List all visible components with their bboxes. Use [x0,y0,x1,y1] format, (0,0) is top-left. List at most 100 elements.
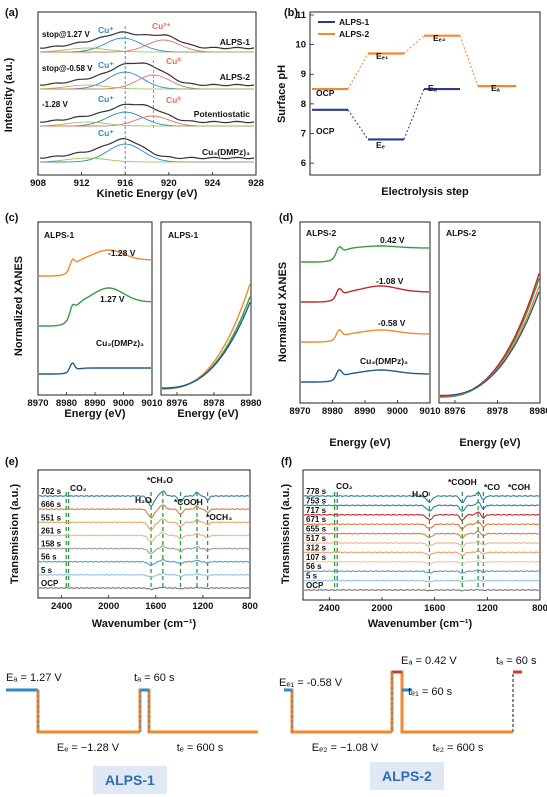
panel-d-curves [301,245,540,398]
b-legend-2: ALPS-2 [339,29,370,39]
b-ea-right: Eₐ [491,83,501,93]
b-ocp-bottom: OCP [316,126,335,136]
c-curve-label-2: 1.27 V [100,294,125,304]
panel-c-xlabel-left: Energy (eV) [64,408,125,420]
c-xl-tick-label-1: 8980 [56,398,77,409]
e-time-label-0: 702 s [41,487,62,496]
panel-e-bands [65,492,209,588]
alps2-ec2-step [284,688,392,734]
f-x-tick-label-1: 2000 [371,603,392,614]
f-time-label-1: 753 s [306,496,327,505]
a-x-tick-label-0: 908 [30,178,46,189]
panel-c-ticks: 8970 8980 8990 9000 9010 8976 8978 8980 [27,392,262,409]
e-spectrum-4 [38,545,250,555]
panel-d-xlabel-right: Energy (eV) [459,437,520,449]
panel-e-frame [37,469,251,599]
panel-d-xlabel-left: Energy (eV) [329,437,390,449]
d-title-left: ALPS-2 [306,228,337,238]
d-curve-label-2: -1.08 V [376,276,404,286]
f-band-coh: *COH [508,482,530,492]
alps2-ec1-label: Eₑ₁ = -0.58 V [279,677,343,689]
f-time-label-0: 778 s [306,487,327,496]
panel-d: (d) 8970 8980 8990 9000 9010 8976 8978 8980 Nor… [277,212,547,449]
c-left-curve-0 [39,249,151,277]
panel-d-ylabel: Normalized XANES [277,262,289,362]
b-alps1-link-1 [347,109,369,140]
f-time-label-9: 5 s [306,572,318,581]
panel-b-xlabel: Electrolysis step [381,186,469,198]
b-y-tick-label-0: 6 [301,158,306,169]
panel-c-ylabel: Normalized XANES [13,256,25,356]
d-xl-tick-label-2: 8990 [354,406,375,417]
d-title-right: ALPS-2 [446,228,477,238]
f-spectrum-9 [303,579,540,583]
f-band-h2o: H₂O [412,489,429,499]
b-y-tick-label-2: 8 [301,99,306,110]
b-y-tick-label-3: 9 [301,69,306,80]
panel-e: (e) 2400 2000 1600 1200 800 702 s 666 s 551 s 2… [5,456,258,630]
f-x-tick-label-2: 1600 [424,603,445,614]
panel-f-ylabel: Transmission (a.u.) [280,484,292,585]
c-xl-tick-label-4: 9010 [141,398,162,409]
f-time-label-5: 517 s [306,534,327,543]
f-x-tick-label-4: 800 [532,603,547,614]
d-curve-label-3: -0.58 V [378,318,406,328]
alps1-ec-step [36,690,140,734]
f-x-tick-label-3: 1200 [477,603,498,614]
d-left-curve-1 [301,285,429,303]
b-ec2: Eₑ₂ [433,33,446,43]
e-time-label-2: 551 s [41,513,62,522]
alps1-ec-label: Eₑ = −1.28 V [57,742,120,754]
panel-a-frame [37,11,257,176]
a-spec-label-4: Cu₃(DMPz)₃ [202,147,250,157]
a-fit-satellite-2 [39,84,254,90]
e-band-cooh: *COOH [174,497,203,507]
alps2-ea-label: Eₐ = 0.42 V [401,655,457,667]
a-spec-label-1: ALPS-1 [220,37,251,47]
a-x-tick-label-2: 916 [117,178,133,189]
c-title-left: ALPS-1 [44,230,75,240]
a-spectrum-3 [39,103,255,124]
alps1-ta-label: tₐ = 60 s [134,672,175,684]
panel-a-ylabel: Intensity (a.u.) [3,57,15,132]
e-x-tick-label-3: 1200 [192,601,213,612]
panel-c-right-frame [160,221,252,396]
panel-f-ticks: 2400 2000 1600 1200 800 [319,597,547,614]
panel-b: (b) 6 7 8 9 10 11 Surface pH Electrolysis ste… [276,7,541,198]
a-fit-satellite-4 [39,157,254,163]
a-spectrum-4 [39,137,255,160]
f-time-label-6: 312 s [306,543,327,552]
alps2-ec2-label: Eₑ₂ = −1.08 V [312,742,379,754]
f-spectrum-1 [303,501,540,512]
b-alps2-link-2 [459,35,479,87]
panel-b-label: (b) [284,7,298,19]
e-band-co2: CO₂ [70,483,87,493]
c-xl-tick-label-0: 8970 [27,398,48,409]
b-y-tick-label-1: 7 [301,129,306,140]
b-y-tick-label-5: 11 [296,10,307,21]
f-spectrum-6 [304,549,540,557]
e-time-label-6: 5 s [41,566,53,575]
panel-a-xlabel: Kinetic Energy (eV) [97,188,198,200]
panel-e-times: 702 s 666 s 551 s 261 s 158 s 56 s 5 s OCP [41,487,62,588]
alps2-ta-label: tₐ = 60 s [496,655,537,667]
e-time-label-7: OCP [41,579,59,588]
alps1-ea-label: Eₐ = 1.27 V [6,672,62,684]
panel-a-curves [39,26,255,172]
a-fit-satellite-1 [39,47,254,53]
e-x-tick-label-0: 2400 [51,601,72,612]
f-spectrum-8 [303,569,540,574]
c-curve-label-1: -1.28 V [108,248,136,258]
alps1-tc-label: tₑ = 600 s [177,742,224,754]
panel-a-ticks: 908 912 916 920 924 928 [30,172,264,189]
panel-f-frame [302,469,541,601]
e-spectrum-0 [38,490,250,508]
d-left-curve-2 [301,328,429,343]
b-ocp-top: OCP [316,88,335,98]
d-xr-tick-label-1: 8978 [487,406,508,417]
f-band-cooh: *COOH [448,477,477,487]
d-curve-label-1: 0.42 V [380,235,405,245]
b-alps2-link-0 [347,53,369,90]
panel-e-label: (e) [5,456,19,468]
f-spectrum-3 [303,521,540,531]
